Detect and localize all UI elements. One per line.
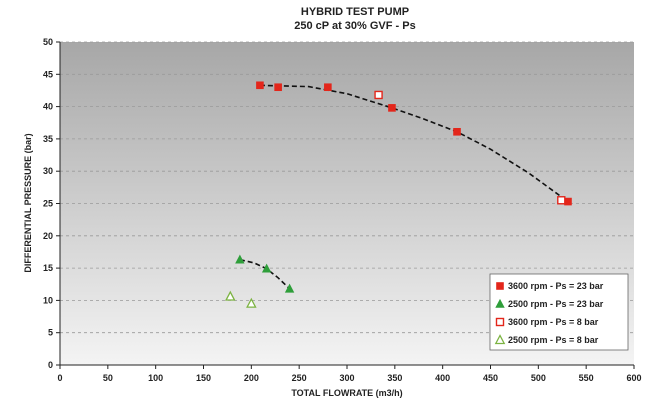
- x-tick-label: 500: [531, 373, 546, 383]
- y-tick-label: 20: [43, 231, 53, 241]
- data-point: [453, 127, 461, 136]
- x-tick-label: 600: [626, 373, 641, 383]
- x-tick-label: 400: [435, 373, 450, 383]
- y-tick-label: 15: [43, 263, 53, 273]
- legend-label: 2500 rpm - Ps = 8 bar: [508, 335, 599, 345]
- y-tick-label: 35: [43, 134, 53, 144]
- y-axis-ticks: 0 5 10 15 20 25 30 35 40 45 50: [43, 37, 60, 370]
- x-tick-label: 200: [244, 373, 259, 383]
- legend-label: 3600 rpm - Ps = 8 bar: [508, 317, 599, 327]
- y-tick-label: 10: [43, 295, 53, 305]
- chart-subtitle: 250 cP at 30% GVF - Ps: [294, 20, 415, 32]
- chart-title: HYBRID TEST PUMP: [301, 6, 409, 18]
- data-point: [388, 104, 396, 112]
- trendline: [259, 84, 569, 203]
- y-tick-label: 45: [43, 69, 53, 79]
- y-tick-label: 30: [43, 166, 53, 176]
- data-point: [564, 197, 572, 206]
- x-tick-label: 300: [339, 373, 354, 383]
- legend-marker: [495, 298, 505, 308]
- x-axis-ticks: 0 50 100 150 200 250 300 350 400 450 500 550 600: [57, 365, 642, 383]
- legend-marker: [495, 317, 505, 327]
- data-point: [284, 283, 295, 293]
- x-tick-label: 250: [292, 373, 307, 383]
- data-point: [261, 263, 272, 273]
- data-point: [274, 83, 282, 92]
- y-tick-label: 5: [48, 328, 53, 338]
- data-point: [256, 81, 264, 90]
- x-tick-label: 450: [483, 373, 498, 383]
- legend: 3600 rpm - Ps = 23 bar 2500 rpm - Ps = 23…: [489, 273, 629, 351]
- data-point: [374, 90, 383, 100]
- data-point: [246, 297, 257, 308]
- data-point: [557, 196, 566, 205]
- legend-marker: [494, 334, 506, 345]
- legend-marker: [496, 282, 504, 290]
- data-points: [225, 81, 572, 308]
- y-tick-label: 40: [43, 102, 53, 112]
- data-point: [225, 290, 236, 301]
- x-tick-label: 350: [387, 373, 402, 383]
- legend-box: [489, 273, 629, 351]
- legend-label: 3600 rpm - Ps = 23 bar: [508, 281, 604, 291]
- x-tick-label: 150: [196, 373, 211, 383]
- y-tick-label: 50: [43, 37, 53, 47]
- legend-label: 2500 rpm - Ps = 23 bar: [508, 299, 604, 309]
- x-tick-label: 50: [103, 373, 113, 383]
- x-axis-label: TOTAL FLOWRATE (m3/h): [291, 388, 402, 398]
- y-axis-label: DIFFERENTIAL PRESSURE (bar): [23, 133, 33, 272]
- data-point: [235, 254, 245, 264]
- y-tick-label: 0: [48, 360, 53, 370]
- x-tick-label: 100: [148, 373, 163, 383]
- x-tick-label: 550: [579, 373, 594, 383]
- y-tick-label: 25: [43, 199, 53, 209]
- data-point: [324, 83, 332, 92]
- x-tick-label: 0: [57, 373, 62, 383]
